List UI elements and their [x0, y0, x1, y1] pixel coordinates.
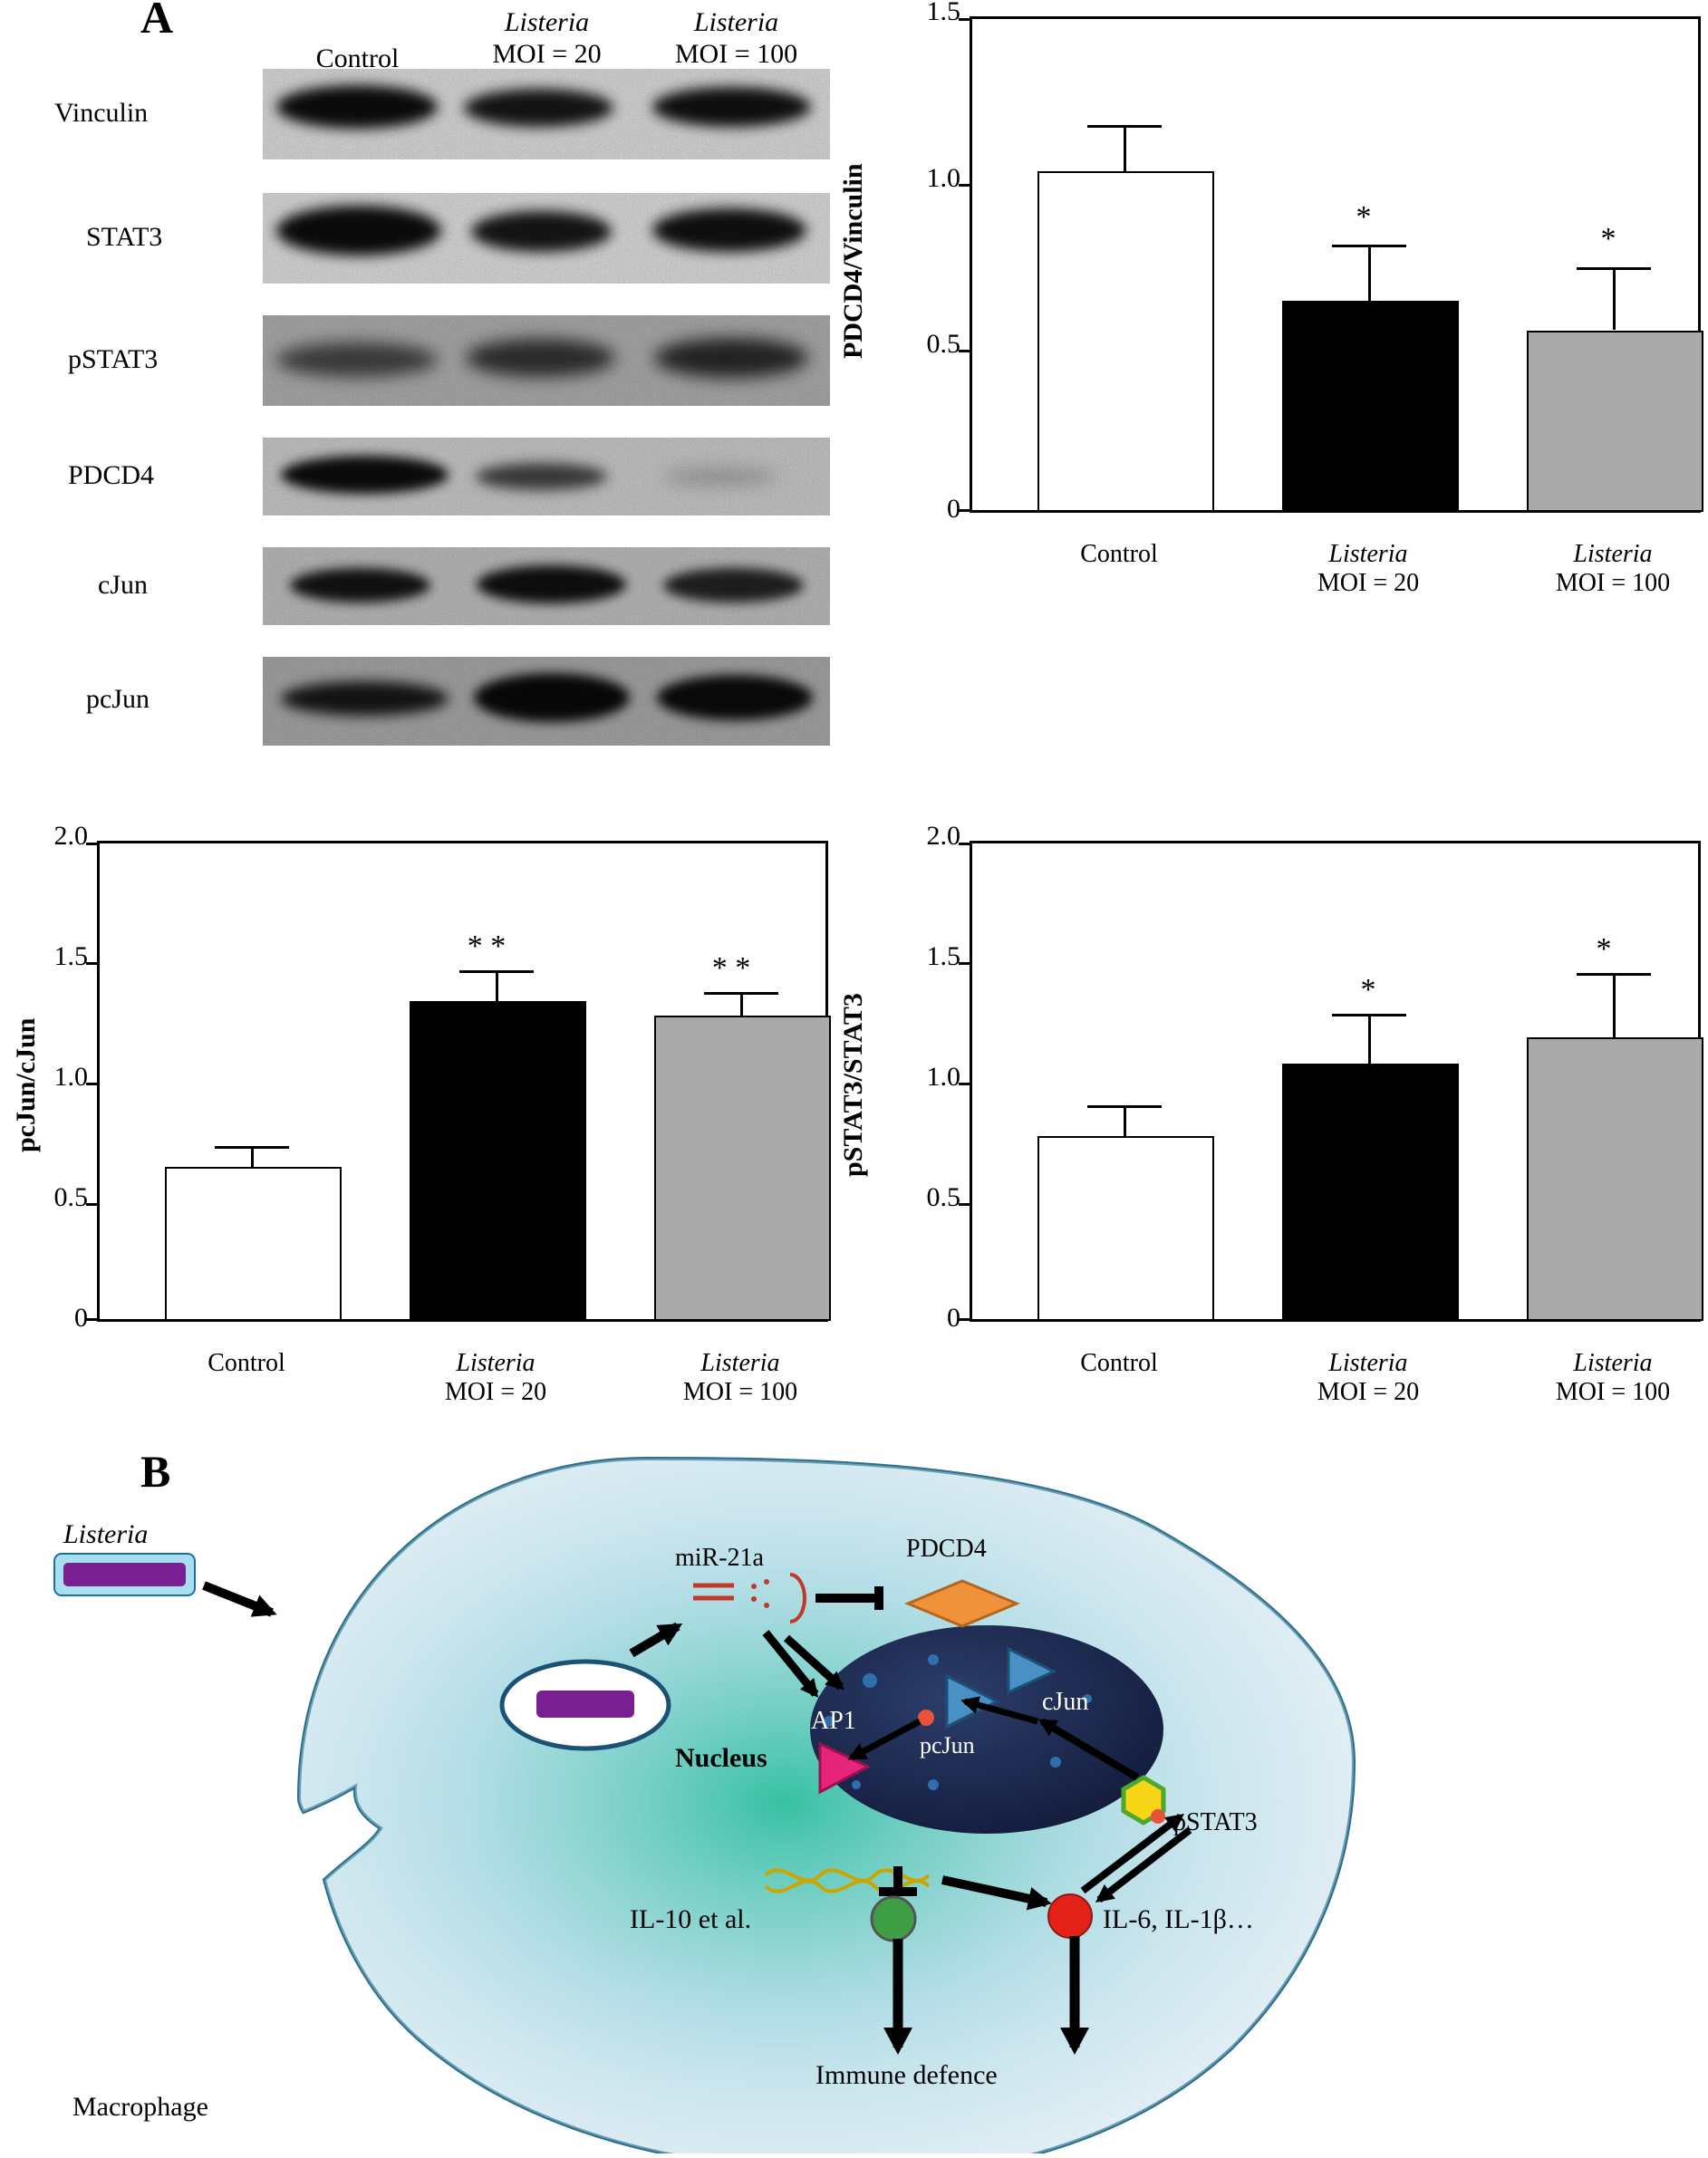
- svg-text:cJun: cJun: [1042, 1688, 1088, 1716]
- svg-text:Listeria: Listeria: [63, 1519, 148, 1549]
- svg-text:IL-6, IL-1β…: IL-6, IL-1β…: [1103, 1904, 1254, 1934]
- svg-text:Immune defence: Immune defence: [815, 2060, 998, 2090]
- svg-text:miR-21a: miR-21a: [675, 1544, 765, 1572]
- svg-text:Nucleus: Nucleus: [675, 1743, 767, 1773]
- svg-text:Macrophage: Macrophage: [72, 2092, 208, 2122]
- svg-text:pcJun: pcJun: [920, 1732, 975, 1758]
- svg-text:PDCD4: PDCD4: [906, 1535, 987, 1563]
- svg-text:IL-10 et al.: IL-10 et al.: [630, 1904, 751, 1934]
- svg-text:AP1: AP1: [811, 1707, 856, 1735]
